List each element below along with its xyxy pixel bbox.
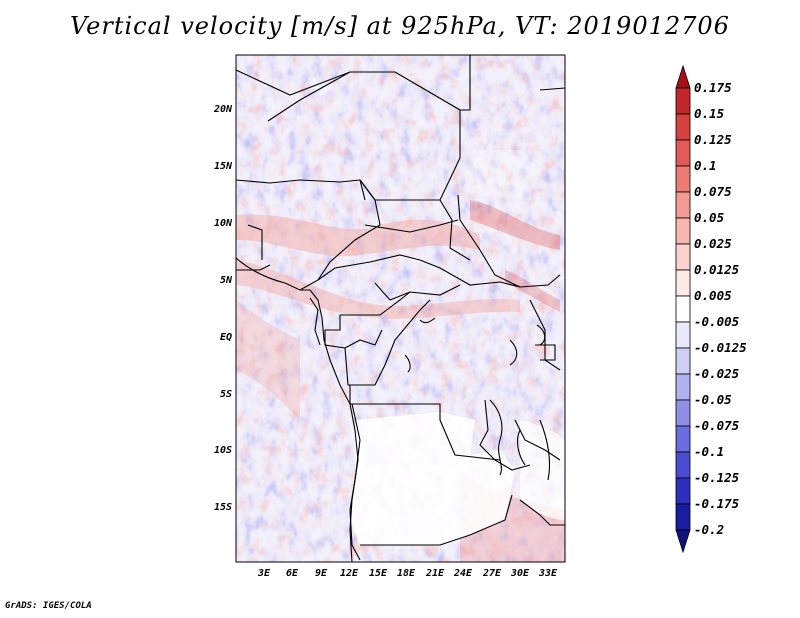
lon-label-21e: 21E <box>425 568 445 579</box>
coastline <box>236 257 551 562</box>
colorbar-swatch <box>675 139 691 167</box>
colorbar-swatch <box>675 321 691 349</box>
colorbar-label: -0.075 <box>694 418 740 433</box>
colorbar-swatch <box>675 295 691 323</box>
colorbar-label: -0.025 <box>694 366 740 381</box>
lon-label-30e: 30E <box>510 568 530 579</box>
lat-label-eq: EQ <box>219 332 232 343</box>
lon-label-27e: 27E <box>482 568 502 579</box>
lon-label-6e: 6E <box>285 568 299 579</box>
grads-credit: GrADS: IGES/COLA <box>5 601 92 611</box>
colorbar-swatch <box>675 477 691 505</box>
lon-label-24e: 24E <box>453 568 473 579</box>
colorbar-swatch <box>675 373 691 401</box>
colorbar-swatch <box>675 503 691 531</box>
lon-label-33e: 33E <box>538 568 558 579</box>
colorbar-swatch <box>675 217 691 245</box>
colorbar-label: 0.075 <box>694 184 732 199</box>
colorbar-swatch <box>675 113 691 141</box>
lon-label-18e: 18E <box>396 568 416 579</box>
colorbar-label: 0.175 <box>694 80 732 95</box>
colorbar-bottom-arrow <box>675 529 691 554</box>
lat-label-5n: 5N <box>219 275 232 286</box>
colorbar-label: -0.05 <box>694 392 732 407</box>
colorbar-swatch <box>675 191 691 219</box>
colorbar-swatch <box>675 165 691 193</box>
colorbar-label: 0.1 <box>694 158 717 173</box>
colorbar-swatch <box>675 87 691 115</box>
lat-label-10n: 10N <box>213 218 232 229</box>
colorbar-swatch <box>675 243 691 271</box>
colorbar-label: 0.0125 <box>694 262 740 277</box>
colorbar-swatch <box>675 451 691 479</box>
lat-label-20n: 20N <box>213 104 232 115</box>
colorbar-label: -0.2 <box>694 522 725 537</box>
vertical-velocity-field <box>236 55 565 562</box>
lat-label-5s: 5S <box>219 389 232 400</box>
colorbar-swatch <box>675 399 691 427</box>
colorbar-label: 0.15 <box>694 106 725 121</box>
lat-label-10s: 10S <box>213 445 232 456</box>
colorbar-swatch <box>675 347 691 375</box>
country-borders <box>236 55 565 561</box>
colorbar-label: 0.05 <box>694 210 725 225</box>
colorbar-label: -0.125 <box>694 470 740 485</box>
colorbar-swatch <box>675 425 691 453</box>
colorbar-label: -0.1 <box>694 444 725 459</box>
colorbar-label: 0.025 <box>694 236 732 251</box>
colorbar-top-arrow <box>675 64 691 89</box>
colorbar-label: 0.125 <box>694 132 732 147</box>
lon-label-12e: 12E <box>339 568 359 579</box>
colorbar-label: 0.005 <box>694 288 732 303</box>
lon-label-9e: 9E <box>314 568 328 579</box>
colorbar <box>675 64 691 554</box>
map-frame <box>235 54 566 563</box>
lon-label-15e: 15E <box>368 568 388 579</box>
colorbar-label: -0.175 <box>694 496 740 511</box>
lat-label-15n: 15N <box>213 161 232 172</box>
colorbar-label: -0.005 <box>694 314 740 329</box>
lon-label-3e: 3E <box>257 568 271 579</box>
colorbar-label: -0.0125 <box>694 340 747 355</box>
lat-label-15s: 15S <box>213 502 232 513</box>
colorbar-swatch <box>675 269 691 297</box>
map-title: Vertical velocity [m/s] at 925hPa, VT: 2… <box>70 12 730 40</box>
